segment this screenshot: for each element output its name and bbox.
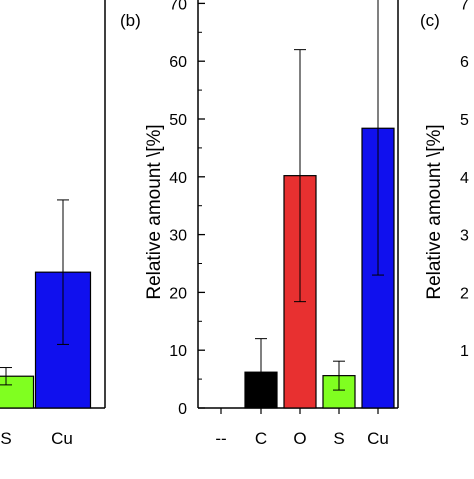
panel-a: S Cu — [0, 0, 106, 448]
panel-c-ytick-label-3: 3 — [460, 228, 469, 245]
panel-b-y-axis-title: Relative amount \[%] — [144, 124, 165, 299]
panel-b-label: (b) — [120, 11, 141, 30]
panel-b-ytick-label-0: 0 — [178, 401, 187, 418]
panel-b-xtick-label-blank: -- — [215, 429, 226, 448]
panel-b-ytick-label-30: 30 — [169, 228, 187, 245]
panel-c-label: (c) — [420, 11, 440, 30]
panel-a-bar-s — [0, 375, 35, 409]
panel-c: (c) Relative amount \[%] 1 2 3 4 5 6 7 — [420, 0, 469, 360]
panel-c-ytick-label-4: 4 — [460, 170, 469, 187]
panel-b-ytick-label-50: 50 — [169, 112, 187, 129]
panel-c-ytick-label-7: 7 — [460, 0, 469, 13]
panel-b-ytick-label-10: 10 — [169, 343, 187, 360]
panel-c-ytick-label-1: 1 — [460, 343, 469, 360]
panel-b-xtick-label-o: O — [293, 429, 306, 448]
panel-b-xtick-label-s: S — [333, 429, 344, 448]
panel-b-ytick-label-60: 60 — [169, 54, 187, 71]
panel-b-ytick-label-20: 20 — [169, 285, 187, 302]
panel-c-y-axis-title: Relative amount \[%] — [424, 124, 445, 299]
panel-c-ytick-label-6: 6 — [460, 54, 469, 71]
panel-b-xtick-label-cu: Cu — [367, 429, 389, 448]
panel-a-xtick-label-cu: Cu — [51, 429, 73, 448]
panel-b-ytick-label-40: 40 — [169, 170, 187, 187]
panel-b-xtick-label-c: C — [255, 429, 267, 448]
panel-c-ytick-label-2: 2 — [460, 285, 469, 302]
panel-b-ytick-label-70: 70 — [169, 0, 187, 13]
panel-b: (b) Relative amount \[%] 0 10 20 30 40 50 60 70… — [120, 0, 399, 448]
panel-a-xtick-label-s: S — [0, 429, 11, 448]
panel-c-ytick-label-5: 5 — [460, 112, 469, 129]
